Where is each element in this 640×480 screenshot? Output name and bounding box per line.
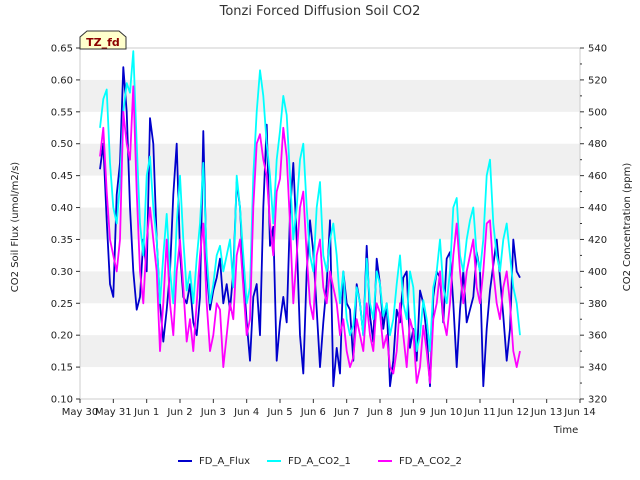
y-right-tick-label: 380 xyxy=(588,299,607,310)
x-axis-label: Time xyxy=(553,425,578,436)
y-left-tick-label: 0.55 xyxy=(51,107,73,118)
x-tick-label: Jun 5 xyxy=(266,407,292,418)
y-left-tick-label: 0.15 xyxy=(51,363,73,374)
x-tick-label: Jun 3 xyxy=(200,407,226,418)
y-axis-left-label: CO2 Soil Flux (umol/m2/s) xyxy=(10,162,21,292)
y-axis-left: 0.10 0.15 0.20 0.25 0.30 0.35 0.40 0.45 0.50 0.55… xyxy=(51,44,80,406)
legend-label-FD_A_Flux: FD_A_Flux xyxy=(199,456,250,467)
legend: FD_A_Flux FD_A_CO2_1 FD_A_CO2_2 xyxy=(178,456,462,467)
y-right-tick-label: 500 xyxy=(588,107,607,118)
grid-bands xyxy=(80,79,580,368)
site-tag: TZ_fd xyxy=(79,30,127,50)
grid-band xyxy=(80,79,580,112)
y-left-tick-label: 0.35 xyxy=(51,235,73,246)
legend-label-FD_A_CO2_2: FD_A_CO2_2 xyxy=(399,456,462,467)
x-tick-label: Jun 4 xyxy=(233,407,259,418)
site-tag-box xyxy=(79,30,127,50)
y-right-tick-label: 420 xyxy=(588,235,607,246)
series-layer xyxy=(99,50,521,388)
x-tick-label: Jun 9 xyxy=(400,407,426,418)
y-right-tick-label: 460 xyxy=(588,171,607,182)
x-tick-label: Jun 6 xyxy=(300,407,326,418)
x-tick-label: Jun 13 xyxy=(530,407,563,418)
x-tick-label: Jun 10 xyxy=(430,407,463,418)
x-tick-label: Jun 2 xyxy=(166,407,192,418)
x-tick-label: Jun 14 xyxy=(563,407,596,418)
y-right-tick-label: 520 xyxy=(588,75,607,86)
y-left-tick-label: 0.10 xyxy=(51,395,73,406)
y-left-tick-label: 0.30 xyxy=(51,267,73,278)
x-tick-label: Jun 8 xyxy=(366,407,392,418)
y-left-tick-label: 0.60 xyxy=(51,75,73,86)
y-right-tick-label: 400 xyxy=(588,267,607,278)
site-tag-text: TZ_fd xyxy=(86,36,120,49)
series-line-FD_A_CO2_2 xyxy=(99,85,521,384)
y-right-tick-label: 340 xyxy=(588,363,607,374)
x-tick-label: May 31 xyxy=(95,407,132,418)
x-tick-label: Jun 12 xyxy=(497,407,530,418)
y-left-tick-label: 0.40 xyxy=(51,203,73,214)
y-left-tick-label: 0.50 xyxy=(51,139,73,150)
chart-title: Tonzi Forced Diffusion Soil CO2 xyxy=(219,4,421,19)
x-tick-label: Jun 11 xyxy=(463,407,496,418)
y-right-tick-label: 360 xyxy=(588,331,607,342)
y-right-tick-label: 480 xyxy=(588,139,607,150)
y-axis-right-label: CO2 Concentration (ppm) xyxy=(622,163,633,292)
series-line-FD_A_CO2_1 xyxy=(99,50,521,353)
x-tick-label: Jun 1 xyxy=(133,407,159,418)
y-left-tick-label: 0.25 xyxy=(51,299,73,310)
grid-band xyxy=(80,143,580,176)
y-right-tick-label: 320 xyxy=(588,395,607,406)
y-left-tick-label: 0.65 xyxy=(51,44,73,55)
y-right-tick-label: 440 xyxy=(588,203,607,214)
y-left-tick-label: 0.20 xyxy=(51,331,73,342)
y-left-tick-label: 0.45 xyxy=(51,171,73,182)
y-axis-right: 320 340 360 380 400 420 440 460 480 500 520 540 xyxy=(580,44,607,406)
legend-label-FD_A_CO2_1: FD_A_CO2_1 xyxy=(288,456,351,467)
x-tick-label: Jun 7 xyxy=(333,407,359,418)
y-right-tick-label: 540 xyxy=(588,44,607,55)
x-tick-label: May 30 xyxy=(62,407,99,418)
